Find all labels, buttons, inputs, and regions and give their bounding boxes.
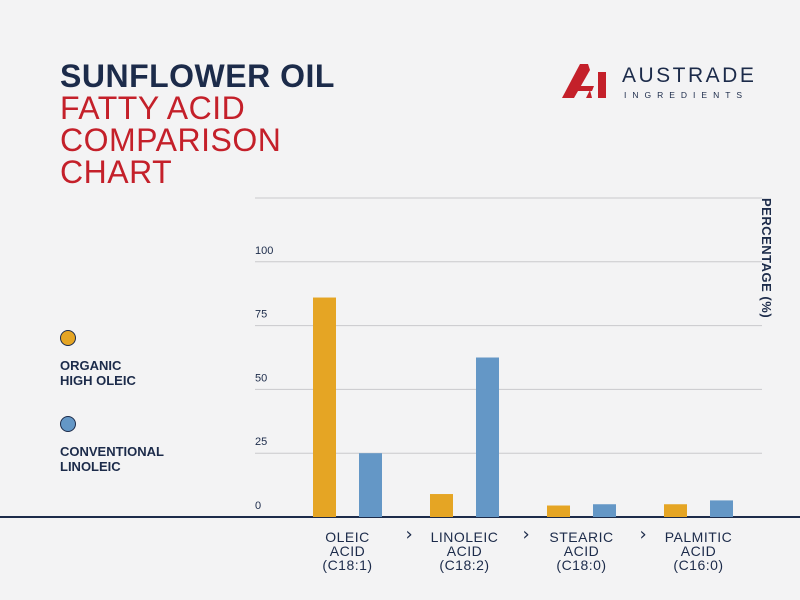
- x-category-label-line: LINOLEIC: [430, 529, 499, 545]
- y-tick-label: 25: [255, 436, 267, 448]
- title-line-2: FATTY ACID: [60, 90, 246, 126]
- title-line-4: CHART: [60, 154, 173, 190]
- chart-title: SUNFLOWER OIL FATTY ACID COMPARISON CHAR…: [60, 60, 335, 188]
- x-category-label-line: (C18:0): [556, 557, 607, 573]
- legend-label-conventional: CONVENTIONAL LINOLEIC: [60, 444, 220, 474]
- brand-subtitle: INGREDIENTS: [624, 90, 749, 100]
- y-tick-label: 50: [255, 372, 267, 384]
- x-category-label-line: ACID: [563, 543, 600, 559]
- y-axis-label: PERCENTAGE (%): [759, 198, 774, 319]
- legend-organic-line-2: HIGH OLEIC: [60, 373, 136, 388]
- bar-conventional: [476, 357, 499, 517]
- x-category-label: PALMITIC ACID (C16:0): [644, 530, 754, 572]
- chevron-right-icon: ›: [405, 524, 413, 545]
- chevron-right-icon: ›: [639, 524, 647, 545]
- x-category-label-line: (C16:0): [673, 557, 724, 573]
- chevron-right-icon: ›: [522, 524, 530, 545]
- brand-name: AUSTRADE: [622, 64, 757, 87]
- bar-conventional: [359, 453, 382, 517]
- y-tick-label: 0: [255, 500, 261, 512]
- bar-organic: [547, 505, 570, 517]
- brand-logo-mark-icon: [562, 64, 606, 98]
- legend-conventional-line-1: CONVENTIONAL: [60, 444, 164, 459]
- brand-logo: AUSTRADE INGREDIENTS: [560, 62, 760, 102]
- x-category-label: OLEIC ACID (C18:1): [293, 530, 403, 572]
- title-line-1: SUNFLOWER OIL: [60, 58, 335, 94]
- y-tick-label: 100: [255, 245, 273, 257]
- legend-organic-line-1: ORGANIC: [60, 358, 122, 373]
- x-category-label-line: (C18:1): [322, 557, 373, 573]
- x-category-label-line: ACID: [446, 543, 483, 559]
- title-line-3: COMPARISON: [60, 122, 282, 158]
- bar-organic: [430, 494, 453, 517]
- x-category-label: STEARIC ACID (C18:0): [527, 530, 637, 572]
- x-category-label-line: ACID: [329, 543, 366, 559]
- bar-organic: [664, 504, 687, 517]
- x-category-label-line: PALMITIC: [664, 529, 733, 545]
- bar-conventional: [710, 500, 733, 517]
- legend-conventional-line-2: LINOLEIC: [60, 459, 121, 474]
- x-category-label: LINOLEIC ACID (C18:2): [410, 530, 520, 572]
- legend-swatch-conventional: [60, 416, 76, 432]
- x-category-label-line: ACID: [680, 543, 717, 559]
- y-tick-label: 75: [255, 309, 267, 321]
- bar-organic: [313, 297, 336, 517]
- legend-label-organic: ORGANIC HIGH OLEIC: [60, 358, 220, 388]
- x-category-label-line: (C18:2): [439, 557, 490, 573]
- x-category-label-line: STEARIC: [549, 529, 614, 545]
- bar-conventional: [593, 504, 616, 517]
- legend-swatch-organic: [60, 330, 76, 346]
- x-category-label-line: OLEIC: [325, 529, 370, 545]
